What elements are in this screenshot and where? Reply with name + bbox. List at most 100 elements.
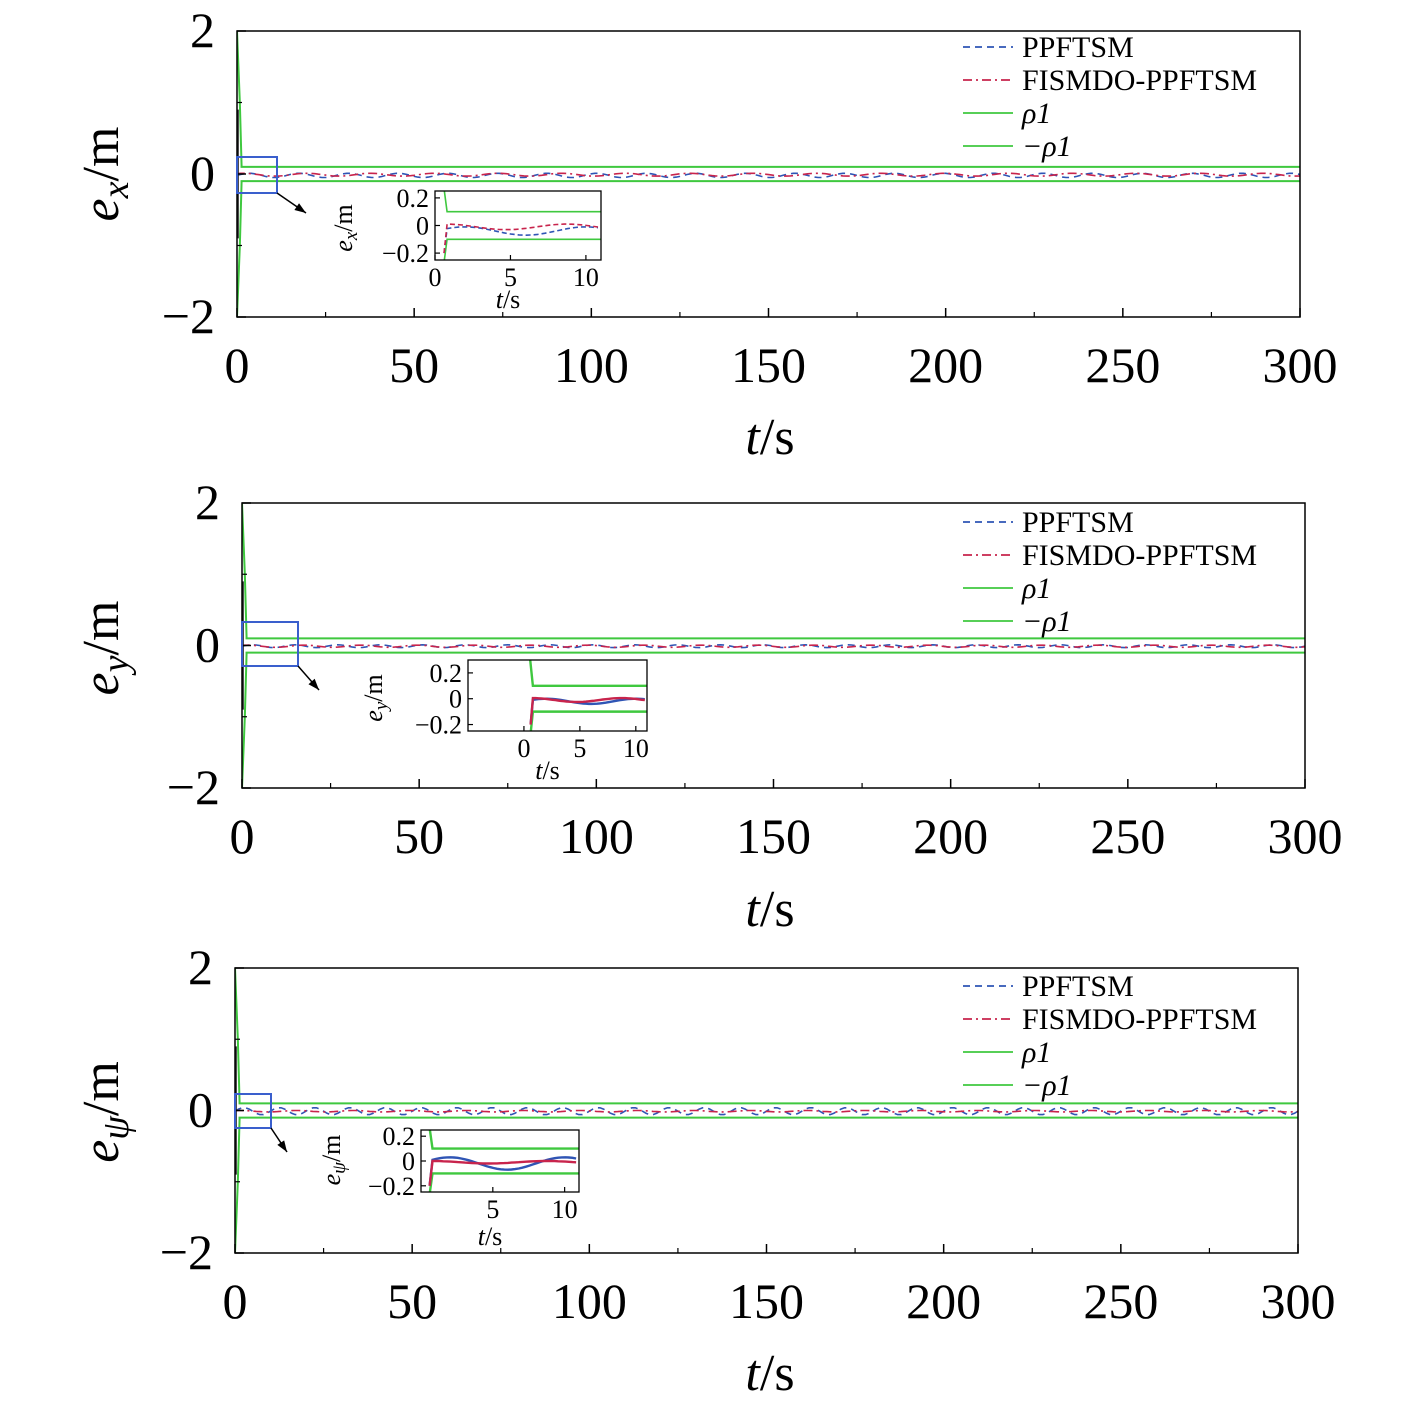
x-tick-label: 150 [729, 1273, 804, 1329]
inset-x-tick-label: 5 [504, 263, 517, 292]
y-tick-label: 2 [190, 2, 215, 58]
inset-y-tick-label: −0.2 [415, 711, 462, 740]
x-tick-label: 50 [394, 808, 444, 864]
inset-series-line [428, 1159, 577, 1186]
inset-rho-upper [443, 191, 601, 213]
x-tick-label: 100 [554, 337, 629, 393]
series-line-fismdo-ppftsm [242, 644, 1305, 649]
x-axis-unit: /s [760, 1345, 795, 1402]
y-axis-sub: ψ [95, 1115, 137, 1140]
inset-x-unit: /s [503, 285, 520, 314]
legend-label: FISMDO-PPFTSM [1022, 539, 1257, 572]
inset-data [443, 191, 601, 260]
inset-y-tick-label: 0 [402, 1147, 415, 1176]
x-tick-label: 100 [559, 808, 634, 864]
x-axis-label: t/s [745, 881, 794, 938]
inset-y-var: e [329, 240, 358, 252]
inset-rho-upper [528, 660, 647, 688]
y-tick-label: 0 [190, 145, 215, 201]
x-axis-label: t/s [745, 409, 794, 466]
x-tick-label: 200 [908, 337, 983, 393]
zoom-arrow-head [277, 1140, 287, 1152]
legend-label: ρ1 [1021, 572, 1051, 605]
inset-y-tick-label: 0 [416, 212, 429, 241]
x-tick-label: 200 [906, 1273, 981, 1329]
plot-data [237, 31, 1300, 317]
inset-y-tick-label: −0.2 [368, 1172, 415, 1201]
inset-series-line [443, 223, 599, 254]
series-line-ppftsm [242, 643, 1305, 649]
x-axis-unit: /s [760, 409, 795, 466]
inset-plot: 5 10 0.20−0.2 eψ/m t/s [317, 1122, 580, 1251]
zoom-arrow-head [308, 678, 319, 690]
inset-data [528, 660, 647, 731]
y-tick-label: −2 [160, 1224, 213, 1280]
inset-x-var: t [535, 756, 543, 785]
legend-label: FISMDO-PPFTSM [1022, 1003, 1257, 1036]
y-axis-unit: /m [73, 1061, 130, 1116]
inset-rho-upper [428, 1130, 579, 1150]
inset-x-label: t/s [496, 285, 521, 314]
x-tick-label: 250 [1085, 337, 1160, 393]
inset-y-var: e [359, 710, 388, 722]
y-tick-label: 0 [188, 1082, 213, 1138]
inset-x-unit: /s [542, 756, 559, 785]
inset-x-label: t/s [478, 1222, 503, 1251]
zoom-arrow-head [294, 203, 306, 213]
y-axis-label: eψ/m [73, 1061, 137, 1163]
y-axis-sub: x [95, 181, 137, 199]
inset-series-line [428, 1156, 577, 1186]
y-tick-label: 2 [195, 474, 220, 530]
legend-label: −ρ1 [1022, 130, 1072, 163]
inset-y-tick-label: −0.2 [382, 239, 429, 268]
inset-y-unit: /m [329, 204, 358, 231]
inset-x-tick-label: 5 [486, 1195, 499, 1224]
legend-label: −ρ1 [1022, 605, 1072, 638]
y-tick-label: 2 [188, 939, 213, 995]
inset-x-unit: /s [485, 1222, 502, 1251]
x-tick-label: 300 [1263, 337, 1338, 393]
inset-data [428, 1130, 579, 1192]
inset-y-unit: /m [317, 1135, 346, 1162]
x-tick-label: 150 [736, 808, 811, 864]
legend-label: PPFTSM [1022, 970, 1134, 1003]
legend-label: PPFTSM [1022, 506, 1134, 539]
y-axis-unit: /m [73, 601, 130, 656]
legend-label: −ρ1 [1022, 1069, 1072, 1102]
x-axis-var: t [745, 1345, 761, 1402]
inset-y-tick-label: 0.2 [383, 1122, 416, 1151]
zoom-box [236, 156, 278, 194]
x-tick-label: 150 [731, 337, 806, 393]
inset-y-tick-label: 0.2 [397, 184, 430, 213]
inset-y-sub: ψ [329, 1161, 350, 1174]
plot-data [235, 968, 1298, 1253]
x-tick-label: 200 [913, 808, 988, 864]
x-tick-label: 100 [552, 1273, 627, 1329]
x-tick-label: 50 [389, 337, 439, 393]
zoom-box [241, 621, 299, 667]
y-axis-label: ey/m [73, 601, 137, 696]
y-axis-sub: y [95, 655, 137, 676]
y-tick-label: −2 [162, 288, 215, 344]
y-tick-label: −2 [167, 759, 220, 815]
inset-y-sub: y [371, 701, 392, 712]
x-tick-label: 250 [1090, 808, 1165, 864]
legend-label: ρ1 [1021, 97, 1051, 130]
inset-y-label: ex/m [329, 204, 362, 251]
series-line-fismdo-ppftsm [235, 1109, 1298, 1113]
panel-ey: 0 50 100 150 200 250 300−202ey/mt/sPPFTSMFISMD… [73, 474, 1343, 938]
y-axis-label: ex/m [73, 127, 137, 222]
series-line-ppftsm [237, 172, 1300, 179]
inset-y-unit: /m [359, 674, 388, 701]
y-axis-var: e [73, 1140, 130, 1163]
inset-frame [467, 659, 648, 732]
inset-y-var: e [317, 1174, 346, 1186]
x-tick-label: 0 [230, 808, 255, 864]
inset-y-label: eψ/m [317, 1135, 350, 1186]
x-axis-var: t [745, 409, 761, 466]
x-tick-label: 0 [225, 337, 250, 393]
legend-label: ρ1 [1021, 1036, 1051, 1069]
inset-x-var: t [478, 1222, 486, 1251]
inset-x-tick-label: 10 [552, 1195, 578, 1224]
